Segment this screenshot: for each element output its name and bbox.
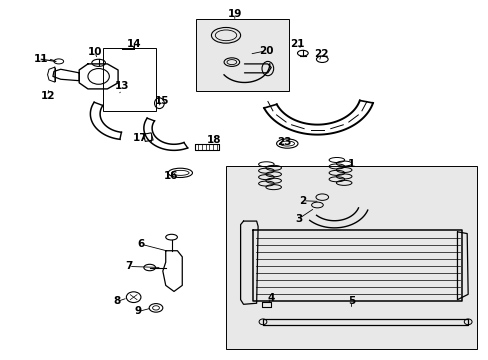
Bar bbox=[225, 166, 476, 348]
Text: 14: 14 bbox=[126, 39, 141, 49]
Bar bbox=[196, 18, 288, 91]
Text: 20: 20 bbox=[259, 46, 273, 56]
Text: 9: 9 bbox=[135, 306, 142, 316]
Text: 18: 18 bbox=[207, 135, 221, 145]
Text: 22: 22 bbox=[313, 49, 328, 59]
Text: 1: 1 bbox=[347, 159, 354, 169]
Text: 19: 19 bbox=[227, 9, 242, 19]
Text: 17: 17 bbox=[132, 133, 147, 143]
Text: 6: 6 bbox=[138, 239, 145, 249]
Text: 5: 5 bbox=[347, 296, 354, 306]
Text: 10: 10 bbox=[87, 47, 102, 57]
Bar bbox=[102, 48, 156, 111]
Text: 7: 7 bbox=[125, 261, 132, 271]
Text: 13: 13 bbox=[115, 81, 129, 91]
Text: 8: 8 bbox=[113, 296, 121, 306]
Text: 11: 11 bbox=[34, 54, 48, 64]
Text: 12: 12 bbox=[40, 91, 55, 101]
Text: 2: 2 bbox=[299, 196, 306, 206]
Text: 21: 21 bbox=[289, 39, 304, 49]
Text: 16: 16 bbox=[163, 171, 178, 181]
Text: 23: 23 bbox=[277, 138, 291, 148]
Text: 3: 3 bbox=[295, 213, 302, 224]
Text: 15: 15 bbox=[154, 96, 169, 106]
Text: 4: 4 bbox=[267, 293, 274, 303]
